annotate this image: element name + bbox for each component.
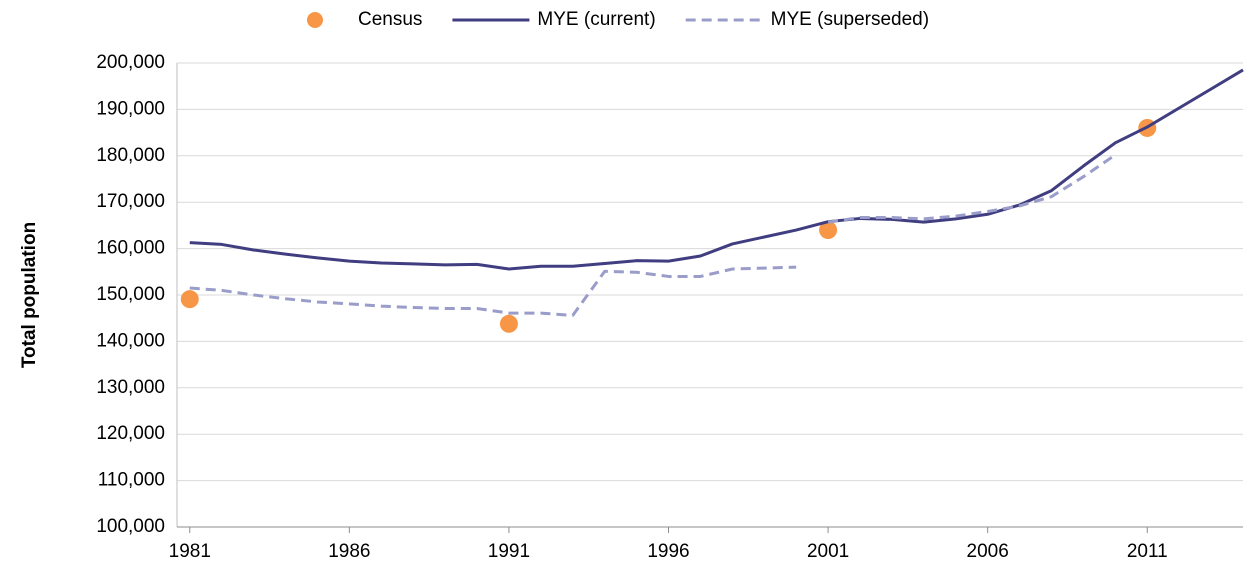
x-tick-label: 1991: [488, 541, 530, 562]
line-dashed: [827, 153, 1117, 224]
y-tick-label: 160,000: [96, 238, 165, 259]
y-tick-label: 120,000: [96, 423, 165, 444]
x-tick-label: 2011: [1127, 541, 1168, 562]
x-tick-label: 1996: [647, 541, 689, 562]
census-point: [819, 221, 838, 240]
line-dashed: [189, 265, 797, 317]
census-point: [499, 314, 518, 333]
legend-label: MYE (current): [537, 9, 655, 30]
census-point: [180, 290, 199, 309]
x-tick-label: 2006: [967, 541, 1009, 562]
y-axis-label: Total population: [19, 222, 40, 368]
legend-label: Census: [358, 9, 422, 30]
y-tick-label: 190,000: [96, 98, 165, 119]
line-solid: [189, 68, 1244, 271]
y-tick-label: 100,000: [96, 516, 165, 537]
y-tick-label: 150,000: [96, 284, 165, 305]
legend-label: MYE (superseded): [771, 9, 929, 30]
y-tick-label: 140,000: [96, 330, 165, 351]
y-tick-label: 110,000: [98, 470, 165, 491]
y-tick-label: 130,000: [96, 377, 165, 398]
y-tick-label: 200,000: [96, 52, 165, 73]
y-tick-label: 180,000: [96, 145, 165, 166]
y-tick-label: 170,000: [96, 191, 165, 212]
x-tick-label: 1986: [328, 541, 370, 562]
legend-swatch: [307, 12, 323, 28]
x-tick-label: 1981: [169, 541, 211, 562]
x-tick-label: 2001: [807, 541, 849, 562]
